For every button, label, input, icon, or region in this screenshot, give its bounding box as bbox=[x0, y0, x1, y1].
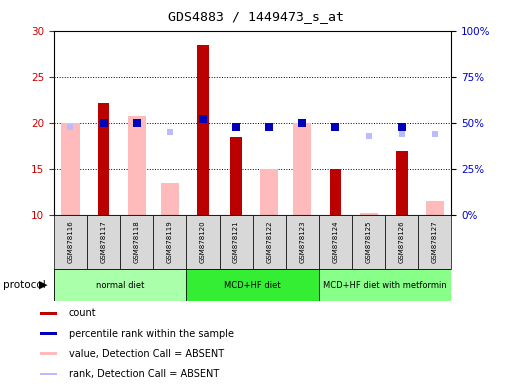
Text: rank, Detection Call = ABSENT: rank, Detection Call = ABSENT bbox=[69, 369, 219, 379]
Text: percentile rank within the sample: percentile rank within the sample bbox=[69, 329, 233, 339]
Bar bbox=[40, 332, 57, 335]
Point bbox=[132, 120, 141, 126]
Text: GSM878125: GSM878125 bbox=[366, 221, 371, 263]
Text: GDS4883 / 1449473_s_at: GDS4883 / 1449473_s_at bbox=[168, 10, 345, 23]
Text: GSM878120: GSM878120 bbox=[200, 220, 206, 263]
Text: GSM878121: GSM878121 bbox=[233, 220, 239, 263]
Bar bbox=[128, 116, 146, 215]
Bar bbox=[153, 215, 186, 269]
Bar bbox=[319, 269, 451, 301]
Text: MCD+HF diet with metformin: MCD+HF diet with metformin bbox=[323, 281, 447, 290]
Text: GSM878116: GSM878116 bbox=[67, 220, 73, 263]
Bar bbox=[252, 215, 286, 269]
Text: ▶: ▶ bbox=[38, 280, 47, 290]
Bar bbox=[62, 123, 80, 215]
Bar bbox=[286, 215, 319, 269]
Bar bbox=[40, 372, 57, 375]
Point bbox=[398, 131, 406, 137]
Text: GSM878118: GSM878118 bbox=[134, 220, 140, 263]
Point bbox=[365, 133, 373, 139]
Point bbox=[398, 124, 406, 130]
Bar bbox=[220, 215, 252, 269]
Point bbox=[232, 124, 240, 130]
Text: GSM878123: GSM878123 bbox=[300, 220, 305, 263]
Bar bbox=[54, 215, 87, 269]
Point bbox=[66, 124, 74, 130]
Text: GSM878117: GSM878117 bbox=[101, 220, 107, 263]
Bar bbox=[260, 169, 279, 215]
Bar bbox=[40, 312, 57, 315]
Bar bbox=[385, 215, 418, 269]
Text: MCD+HF diet: MCD+HF diet bbox=[224, 281, 281, 290]
Text: protocol: protocol bbox=[3, 280, 45, 290]
Bar bbox=[418, 215, 451, 269]
Bar bbox=[396, 151, 407, 215]
Bar bbox=[426, 201, 444, 215]
Point bbox=[132, 120, 141, 126]
Text: GSM878126: GSM878126 bbox=[399, 220, 405, 263]
Bar bbox=[120, 215, 153, 269]
Point bbox=[298, 120, 306, 126]
Bar bbox=[40, 353, 57, 355]
Bar bbox=[352, 215, 385, 269]
Point bbox=[265, 124, 273, 131]
Bar bbox=[98, 103, 109, 215]
Bar bbox=[230, 137, 242, 215]
Text: value, Detection Call = ABSENT: value, Detection Call = ABSENT bbox=[69, 349, 224, 359]
Point bbox=[199, 116, 207, 122]
Text: GSM878119: GSM878119 bbox=[167, 220, 173, 263]
Point bbox=[265, 125, 273, 131]
Text: GSM878127: GSM878127 bbox=[432, 220, 438, 263]
Point bbox=[100, 120, 108, 126]
Text: count: count bbox=[69, 308, 96, 318]
Bar bbox=[197, 45, 209, 215]
Bar bbox=[319, 215, 352, 269]
Bar bbox=[186, 215, 220, 269]
Text: GSM878124: GSM878124 bbox=[332, 221, 339, 263]
Bar bbox=[330, 169, 341, 215]
Bar bbox=[87, 215, 120, 269]
Text: normal diet: normal diet bbox=[96, 281, 144, 290]
Point bbox=[166, 129, 174, 135]
Bar bbox=[54, 269, 186, 301]
Bar bbox=[293, 123, 311, 215]
Text: GSM878122: GSM878122 bbox=[266, 221, 272, 263]
Bar bbox=[360, 213, 378, 215]
Bar bbox=[186, 269, 319, 301]
Point bbox=[331, 124, 340, 131]
Bar bbox=[161, 183, 179, 215]
Point bbox=[431, 131, 439, 137]
